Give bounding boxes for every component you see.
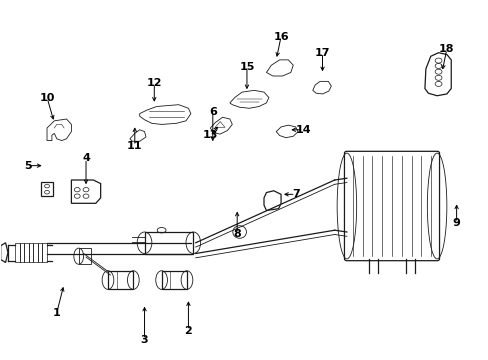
Text: 11: 11: [127, 141, 142, 151]
Bar: [24, 243, 29, 262]
Bar: [38, 243, 42, 262]
Text: 13: 13: [202, 130, 218, 140]
Bar: [42, 243, 47, 262]
Bar: [33, 243, 38, 262]
Text: 8: 8: [233, 229, 241, 239]
Bar: [20, 243, 24, 262]
Text: 10: 10: [39, 93, 55, 103]
Text: 16: 16: [273, 32, 288, 41]
Bar: [108, 271, 133, 289]
Bar: [29, 243, 33, 262]
Text: 14: 14: [295, 125, 310, 135]
Text: 4: 4: [82, 153, 90, 163]
Text: 15: 15: [239, 62, 254, 72]
Text: 7: 7: [291, 189, 299, 199]
Text: 12: 12: [146, 78, 162, 88]
Bar: [144, 232, 193, 253]
Text: 9: 9: [452, 218, 460, 228]
Bar: [161, 271, 186, 289]
Text: 2: 2: [184, 325, 192, 336]
Text: 18: 18: [438, 44, 454, 54]
Text: 1: 1: [53, 308, 61, 318]
Text: 3: 3: [141, 334, 148, 345]
Text: 17: 17: [314, 48, 329, 58]
Bar: [79, 248, 91, 264]
Text: 6: 6: [208, 107, 216, 117]
Bar: [15, 243, 20, 262]
Text: 5: 5: [23, 161, 31, 171]
